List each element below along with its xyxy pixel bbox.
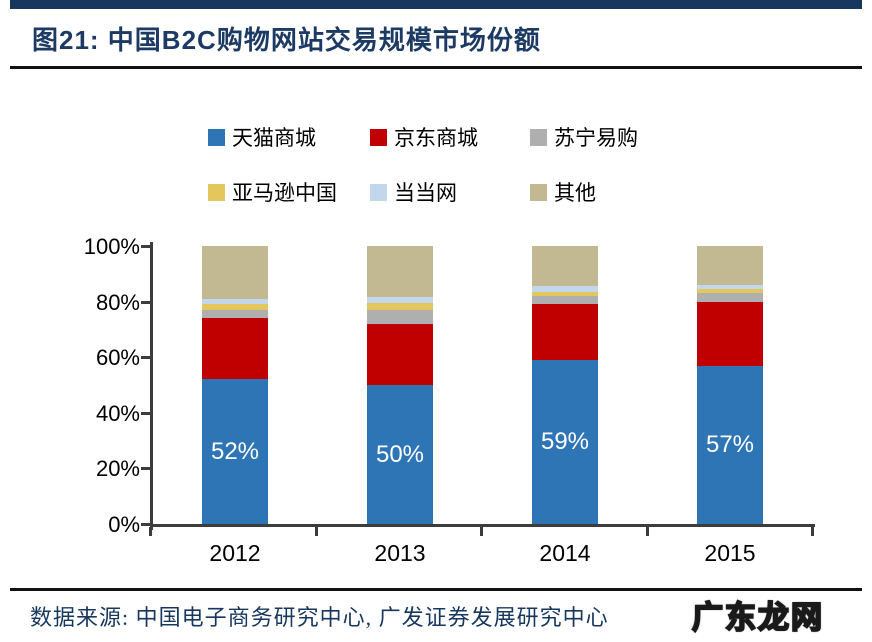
bar-value-label: 59% [540, 427, 590, 455]
bar-segment-亚马逊中国 [532, 291, 598, 297]
x-axis-category-label: 2015 [704, 540, 756, 566]
legend-swatch-icon [208, 183, 225, 201]
y-axis-tick [141, 300, 150, 304]
y-axis-tick-label: 0% [108, 512, 140, 537]
bar-segment-苏宁易购 [202, 309, 268, 319]
x-axis-tick [811, 527, 814, 536]
bar-segment-天猫商城: 52% [202, 379, 268, 524]
bar-segment-天猫商城: 50% [367, 385, 433, 524]
bar-segment-其他 [367, 246, 433, 298]
x-axis-tick [480, 527, 483, 536]
y-axis-tick-label: 80% [95, 289, 140, 315]
legend-item: 苏宁易购 [530, 122, 638, 152]
y-axis-tick [141, 356, 150, 360]
legend-label: 亚马逊中国 [232, 181, 337, 205]
y-axis-tick-label: 20% [95, 456, 140, 482]
stacked-bar-2015: 57% [697, 246, 763, 524]
page-title: 图21: 中国B2C购物网站交易规模市场份额 [32, 25, 541, 55]
legend-label: 其他 [554, 181, 596, 205]
legend-item: 当当网 [370, 177, 530, 207]
legend-swatch-icon [208, 128, 225, 146]
legend-swatch-icon [370, 128, 387, 146]
legend-swatch-icon [530, 183, 547, 201]
data-source-text: 数据来源: 中国电子商务研究中心, 广发证券发展研究中心 [30, 605, 609, 630]
y-axis-tick [141, 245, 150, 248]
legend-label: 苏宁易购 [554, 126, 638, 150]
bar-segment-亚马逊中国 [202, 304, 268, 310]
bar-segment-天猫商城: 59% [532, 359, 598, 524]
bar-segment-亚马逊中国 [697, 289, 763, 294]
legend-swatch-icon [370, 183, 387, 201]
bar-segment-苏宁易购 [532, 296, 598, 305]
bar-segment-天猫商城: 57% [697, 365, 763, 524]
stacked-bar-2013: 50% [367, 246, 433, 524]
bar-value-label: 57% [705, 430, 755, 458]
title-divider [10, 66, 862, 69]
bar-segment-其他 [202, 246, 268, 299]
legend-label: 天猫商城 [232, 126, 316, 150]
x-axis-tick [149, 527, 152, 536]
bar-segment-亚马逊中国 [367, 303, 433, 310]
y-axis-tick-label: 60% [95, 345, 140, 371]
bar-segment-当当网 [367, 297, 433, 304]
x-axis-line [150, 524, 815, 527]
y-axis-tick-label: 100% [83, 234, 140, 259]
legend-item: 天猫商城 [208, 122, 370, 152]
bar-segment-苏宁易购 [697, 293, 763, 302]
y-axis-tick [141, 467, 150, 471]
legend-item: 其他 [530, 177, 638, 207]
y-axis-line [150, 242, 153, 530]
bar-value-label: 50% [375, 440, 425, 468]
legend-label: 京东商城 [394, 126, 478, 150]
x-axis-category-label: 2012 [209, 540, 261, 566]
bar-segment-京东商城 [697, 301, 763, 366]
bar-segment-当当网 [697, 284, 763, 290]
x-axis-category-label: 2014 [539, 540, 591, 566]
bar-value-label: 52% [210, 437, 260, 465]
legend-item: 京东商城 [370, 122, 530, 152]
bar-segment-当当网 [532, 286, 598, 292]
bar-segment-京东商城 [202, 318, 268, 380]
bar-segment-京东商城 [532, 304, 598, 360]
x-axis-tick [645, 527, 649, 536]
bar-segment-其他 [697, 246, 763, 285]
legend-label: 当当网 [394, 181, 457, 205]
legend-swatch-icon [530, 128, 547, 146]
y-axis-tick [141, 411, 150, 415]
y-axis-tick [141, 523, 150, 526]
bar-segment-当当网 [202, 298, 268, 305]
watermark-text: 广东龙网 [691, 599, 824, 636]
y-axis-tick-label: 40% [95, 400, 140, 426]
stacked-bar-2014: 59% [532, 246, 598, 524]
header-accent-bar [10, 0, 862, 9]
bar-segment-京东商城 [367, 323, 433, 385]
footer-divider [10, 588, 862, 591]
legend-item: 亚马逊中国 [208, 177, 370, 207]
stacked-bar-2012: 52% [202, 246, 268, 524]
x-axis-tick [314, 527, 318, 536]
legend-row: 天猫商城 京东商城 苏宁易购 [208, 122, 638, 152]
bar-segment-其他 [532, 246, 598, 287]
bar-segment-苏宁易购 [367, 309, 433, 324]
x-axis-category-label: 2013 [374, 540, 426, 566]
legend-row: 亚马逊中国 当当网 其他 [208, 177, 638, 207]
chart-legend: 天猫商城 京东商城 苏宁易购亚马逊中国 当当网 其他 [208, 122, 638, 232]
